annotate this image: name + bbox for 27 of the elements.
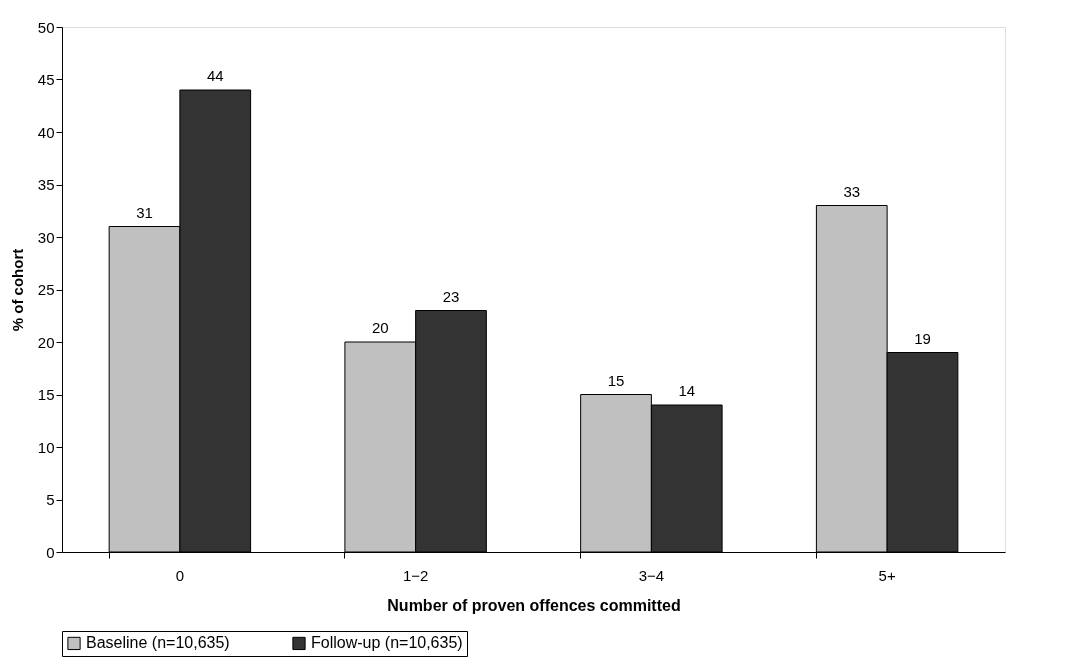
y-tick-label: 5: [46, 491, 55, 508]
y-axis-title: % of cohort: [8, 248, 26, 332]
data-label: 15: [607, 371, 625, 389]
y-tick-label: 45: [37, 71, 55, 88]
y-tick-label: 50: [37, 18, 55, 36]
y-tick-label: 40: [37, 123, 55, 141]
y-tick-label: 15: [37, 386, 55, 403]
y-tick-label: 35: [37, 176, 55, 193]
x-tick-label: 3−4: [638, 566, 665, 584]
data-label: 31: [136, 203, 153, 221]
legend-label: Follow-up (n=10,635): [311, 634, 463, 652]
x-tick-label: 5+: [878, 566, 896, 584]
x-axis-title: Number of proven offences committed: [387, 596, 681, 614]
x-tick-label: 0: [175, 566, 185, 584]
data-label: 33: [843, 182, 861, 200]
data-label: 14: [678, 382, 696, 399]
y-tick-label: 10: [37, 438, 55, 456]
y-tick-label: 20: [37, 333, 55, 351]
x-tick-label: 1−2: [402, 566, 429, 584]
legend-label: Baseline (n=10,635): [86, 634, 230, 652]
data-label: 20: [371, 319, 389, 336]
data-label: 44: [206, 67, 224, 84]
y-tick-label: 0: [46, 543, 55, 561]
y-tick-label: 25: [37, 281, 55, 298]
data-label: 19: [914, 329, 931, 347]
y-tick-label: 30: [37, 228, 55, 246]
data-label: 23: [442, 287, 460, 305]
